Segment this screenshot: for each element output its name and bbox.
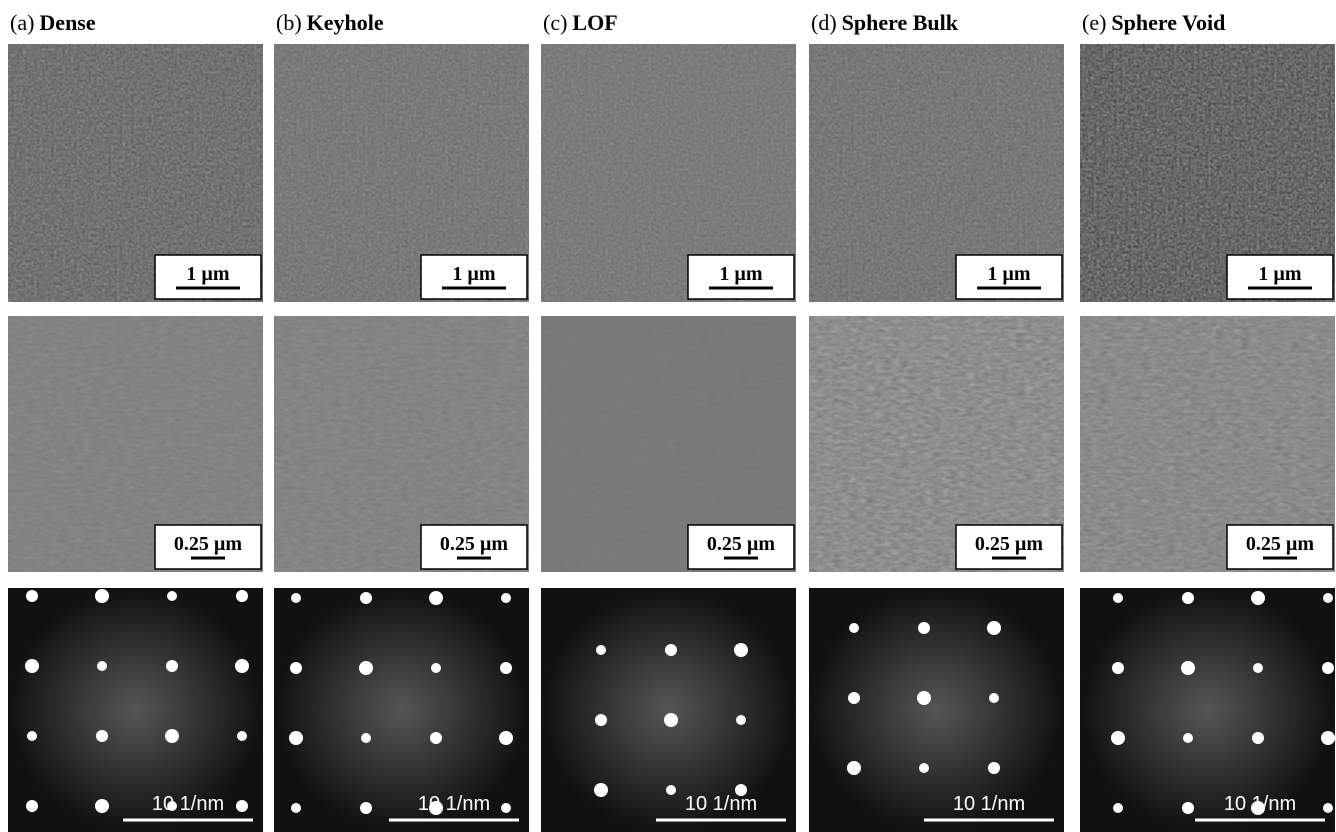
diffraction-spot [291,593,301,603]
diffraction-spot [95,589,109,603]
scale-bar-label: 1 µm [1258,263,1302,285]
scale-bar-label: 10 1/nm [1224,793,1296,815]
panel-label: (d) [811,10,837,35]
diffraction-spot [1112,662,1124,674]
diffraction-spot [431,663,441,673]
diffraction-spot [360,802,372,814]
page: (a)Dense 1 µm 0.25 µm 10 1/nm (b)Keyhole 1 µm… [0,0,1336,832]
diffraction-spot [849,623,859,633]
diffraction-spot [1323,593,1333,603]
diffraction-spot [919,763,929,773]
scale-bar-label: 1 µm [719,263,763,285]
diffraction-spot [596,645,606,655]
diffraction-pattern [274,588,529,832]
diffraction-spot [666,785,676,795]
diffraction-spot [917,691,931,705]
diffraction-spot [291,803,301,813]
diffraction-spot [1321,731,1335,745]
diffraction-spot [166,660,178,672]
diffraction-spot [499,731,513,745]
diffraction-spot [847,761,861,775]
diffraction-spot [501,593,511,603]
panel-label: (e) [1082,10,1106,35]
diffraction-spot [361,733,371,743]
diffraction-spot [359,661,373,675]
panel-title: (a)Dense [10,10,96,35]
diffraction-spot [987,621,1001,635]
diffraction-spot [988,762,1000,774]
diffraction-spot [167,591,177,601]
diffraction-spot [237,731,247,741]
diffraction-spot [27,731,37,741]
diffraction-spot [25,659,39,673]
panel-name: LOF [572,10,617,35]
diffraction-pattern [809,588,1064,832]
diffraction-spot [595,714,607,726]
diffraction-pattern [1080,588,1335,832]
scale-bar-label: 0.25 µm [1246,533,1315,555]
diffraction-spot [1182,802,1194,814]
diffraction-spot [95,799,109,813]
panel-name: Keyhole [307,10,384,35]
diffraction-spot [1111,731,1125,745]
diffraction-spot [664,713,678,727]
diffraction-spot [1113,803,1123,813]
diffraction-spot [165,729,179,743]
scale-bar-label: 1 µm [452,263,496,285]
diffraction-spot [289,731,303,745]
diffraction-spot [26,590,38,602]
scale-bar-label: 10 1/nm [152,793,224,815]
scale-bar-label: 1 µm [987,263,1031,285]
panel-title: (c)LOF [543,10,618,35]
diffraction-spot [96,730,108,742]
diffraction-spot [290,662,302,674]
diffraction-spot [1182,592,1194,604]
scale-bar-label: 0.25 µm [707,533,776,555]
diffraction-spot [500,662,512,674]
panel-label: (b) [276,10,302,35]
diffraction-spot [918,622,930,634]
scale-bar-label: 10 1/nm [953,793,1025,815]
scale-bar-label: 10 1/nm [418,793,490,815]
diffraction-spot [1181,661,1195,675]
diffraction-spot [734,643,748,657]
diffraction-spot [848,692,860,704]
figure: (a)Dense 1 µm 0.25 µm 10 1/nm (b)Keyhole 1 µm… [0,0,1336,832]
panel-name: Sphere Bulk [842,10,959,35]
diffraction-spot [1252,732,1264,744]
diffraction-spot [235,659,249,673]
diffraction-spot [97,661,107,671]
diffraction-spot [1253,663,1263,673]
diffraction-spot [1183,733,1193,743]
diffraction-spot [736,715,746,725]
diffraction-spot [1322,662,1334,674]
diffraction-spot [429,591,443,605]
panel-label: (a) [10,10,34,35]
diffraction-pattern [8,588,263,832]
diffraction-spot [594,783,608,797]
diffraction-spot [236,590,248,602]
diffraction-spot [989,693,999,703]
diffraction-spot [665,644,677,656]
panel-name: Sphere Void [1111,10,1225,35]
scale-bar-label: 1 µm [186,263,230,285]
diffraction-spot [1251,591,1265,605]
diffraction-spot [360,592,372,604]
scale-bar-label: 0.25 µm [174,533,243,555]
scale-bar-label: 10 1/nm [685,793,757,815]
diffraction-spot [1323,803,1333,813]
diffraction-spot [1113,593,1123,603]
panel-title: (e)Sphere Void [1082,10,1225,35]
panel-title: (d)Sphere Bulk [811,10,959,35]
panel-title: (b)Keyhole [276,10,384,35]
scale-bar-label: 0.25 µm [975,533,1044,555]
diffraction-spot [236,800,248,812]
diffraction-spot [430,732,442,744]
diffraction-spot [501,803,511,813]
panel-name: Dense [39,10,95,35]
panel-label: (c) [543,10,567,35]
scale-bar-label: 0.25 µm [440,533,509,555]
diffraction-spot [26,800,38,812]
diffraction-pattern [541,588,796,832]
